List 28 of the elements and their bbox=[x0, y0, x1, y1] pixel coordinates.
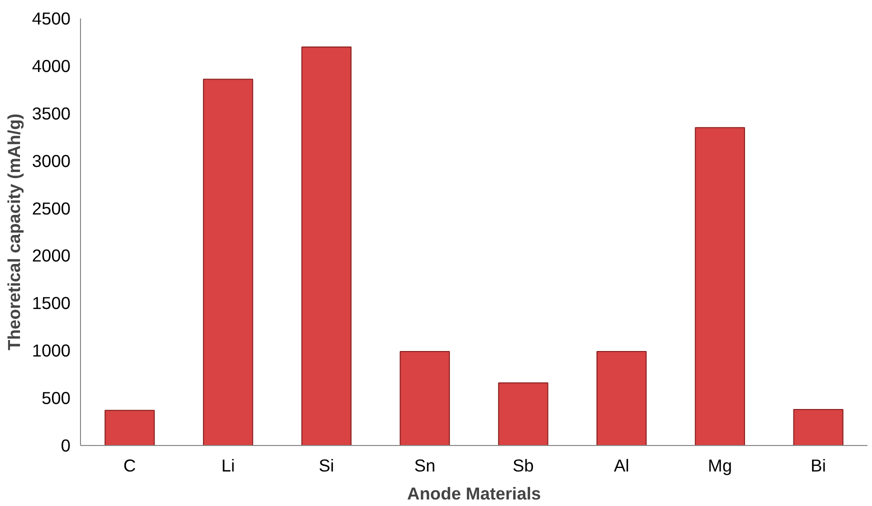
bar bbox=[793, 408, 844, 446]
y-tick-label: 3000 bbox=[32, 150, 71, 171]
y-tick-label: 0 bbox=[60, 436, 71, 456]
y-tick-label: 3500 bbox=[32, 103, 71, 124]
x-tick-label: Si bbox=[318, 456, 334, 476]
bar bbox=[104, 410, 155, 446]
y-tick-label: 4500 bbox=[32, 8, 71, 28]
y-tick-label: 2000 bbox=[32, 246, 71, 266]
bar bbox=[202, 78, 254, 446]
y-tick-label: 1500 bbox=[32, 293, 71, 314]
bar bbox=[400, 351, 450, 446]
x-tick-label: Sb bbox=[512, 456, 534, 476]
x-tick-label: Bi bbox=[810, 456, 826, 476]
y-tick-label: 2500 bbox=[32, 198, 71, 218]
x-tick-label: Mg bbox=[708, 456, 732, 476]
y-tick-label: 1000 bbox=[32, 340, 71, 361]
bar bbox=[301, 46, 352, 446]
bar bbox=[694, 127, 746, 446]
x-tick-label: Al bbox=[614, 456, 630, 476]
y-tick-label: 4000 bbox=[32, 56, 71, 76]
bar bbox=[498, 382, 548, 446]
x-tick-label: Sn bbox=[414, 456, 436, 476]
x-axis-title: Anode Materials bbox=[407, 484, 541, 504]
y-tick-label: 500 bbox=[42, 388, 71, 408]
x-tick-label: C bbox=[123, 456, 136, 476]
bar bbox=[596, 351, 647, 446]
y-axis-title: Theoretical capacity (mAh/g) bbox=[4, 114, 24, 350]
x-tick-label: Li bbox=[221, 456, 235, 476]
